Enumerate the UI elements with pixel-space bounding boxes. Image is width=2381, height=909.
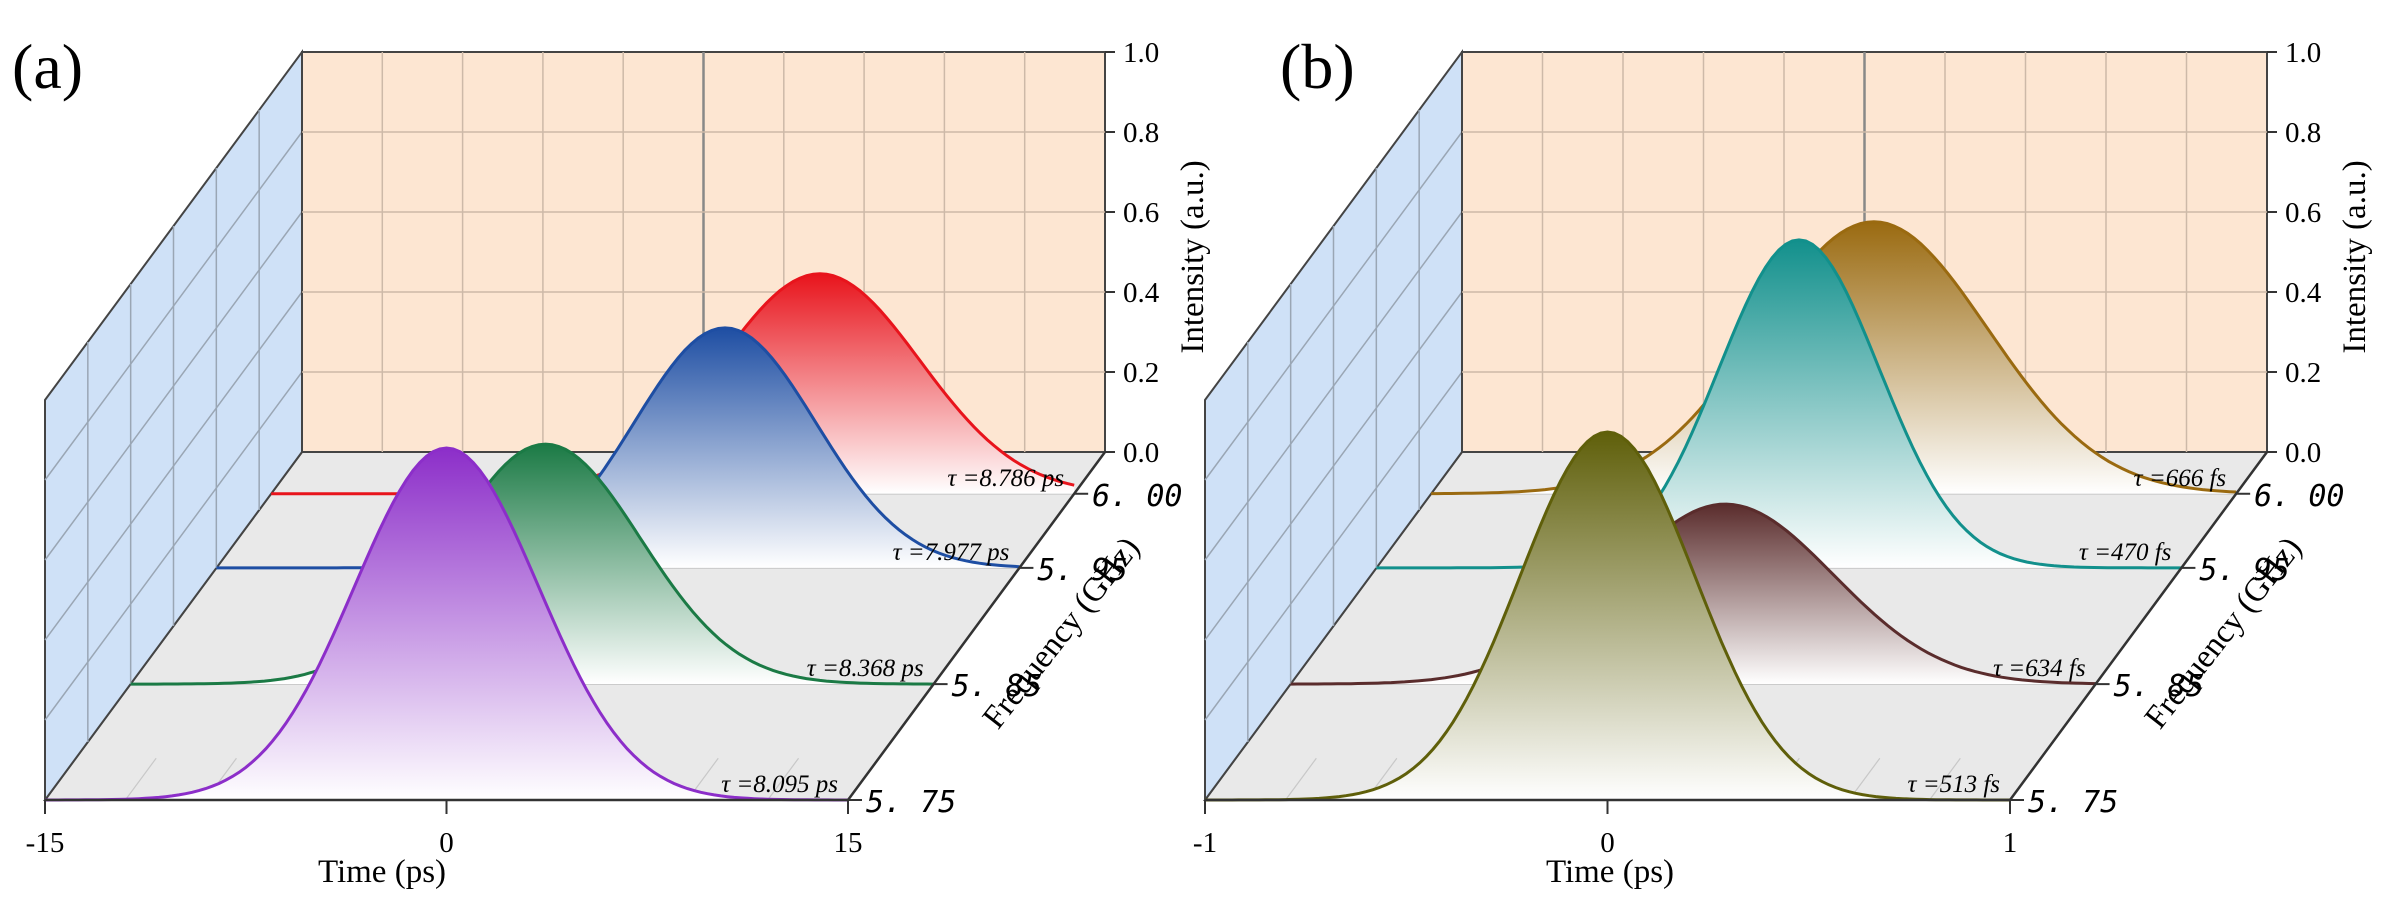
pulse-fill	[1376, 239, 2182, 568]
floor-grid-line	[1285, 757, 1317, 801]
wall-grid-line	[1204, 371, 1463, 721]
y-tick-label: 0.2	[2285, 357, 2321, 389]
x-tick-label: 0	[439, 827, 454, 859]
x-tick-label: -1	[1193, 827, 1217, 859]
pulse-curve	[130, 442, 934, 686]
x-axis-title: Time (ps)	[318, 854, 446, 890]
z-tick-label: 6. 00	[1092, 479, 1182, 514]
z-tick-label: 5. 85	[2114, 669, 2204, 704]
wall-grid-line	[1204, 131, 1463, 481]
tau-label: τ =7.977 ps	[893, 539, 1010, 566]
y-tick-label: 0.0	[2285, 437, 2321, 469]
pulse-curve	[1290, 502, 2096, 686]
floor-grid-line	[1929, 757, 1961, 801]
pulse-curve	[45, 446, 848, 802]
tau-label: τ =634 fs	[1993, 655, 2086, 682]
panel-a: 0.0 0.2 0.4 0.6 0.8 1.0 Intensity (a.u.) τ =8.7…	[12, 31, 1211, 890]
pulse-curve	[216, 326, 1020, 570]
wall-grid-line	[44, 371, 303, 721]
y-tick-label: 0.4	[1123, 277, 1160, 309]
pulse-fill	[45, 448, 848, 800]
tau-label: τ =470 fs	[2079, 539, 2172, 566]
y-tick-label: 0.6	[2285, 197, 2321, 229]
z-axis-line	[2008, 451, 2269, 801]
wall-grid-line	[1204, 211, 1463, 561]
floor-grid-line	[124, 757, 157, 801]
panel-b: 0.0 0.2 0.4 0.6 0.8 1.0 Intensity (a.u.) τ =666…	[1193, 31, 2373, 890]
y-tick-label: 0.6	[1123, 197, 1159, 229]
pulse-fill	[1205, 432, 2010, 800]
pulse-fill	[216, 327, 1020, 568]
z-tick-label: 5. 75	[866, 785, 956, 820]
z-tick-label: 5. 85	[952, 669, 1042, 704]
floor-grid-line	[767, 757, 800, 801]
y-axis-title: Intensity (a.u.)	[2337, 160, 2373, 353]
tau-label: τ =666 fs	[2134, 465, 2227, 492]
z-tick-label: 5. 75	[2028, 785, 2118, 820]
y-tick-label: 0.8	[2285, 117, 2321, 149]
z-tick-label: 6. 00	[2254, 479, 2344, 514]
x-tick-label: 0	[1600, 827, 1615, 859]
x-tick-label: 15	[834, 827, 863, 859]
panel-label: (a)	[12, 31, 83, 102]
y-tick-label: 1.0	[2285, 37, 2321, 69]
tau-label: τ =513 fs	[1908, 771, 2001, 798]
wall-grid-line	[44, 291, 303, 641]
y-tick-label: 1.0	[1123, 37, 1159, 69]
x-tick-label: 1	[2003, 827, 2018, 859]
tau-label: τ =8.368 ps	[807, 655, 924, 682]
z-axis-line	[846, 451, 1107, 801]
x-tick-label: -15	[26, 827, 65, 859]
pulse-fill	[271, 273, 1075, 494]
x-axis-title: Time (ps)	[1546, 854, 1674, 890]
pulse-curve	[1376, 238, 2182, 570]
y-tick-label: 0.2	[1123, 357, 1159, 389]
y-tick-label: 0.0	[1123, 437, 1159, 469]
y-axis-title: Intensity (a.u.)	[1175, 160, 1211, 353]
y-tick-label: 0.8	[1123, 117, 1159, 149]
pulse-fill	[130, 444, 934, 685]
wall-grid-line	[1204, 291, 1463, 641]
z-tick-label: 5. 95	[2199, 553, 2289, 588]
pulse-curve	[1205, 430, 2010, 802]
wall-grid-line	[44, 211, 303, 561]
tau-label: τ =8.095 ps	[721, 771, 838, 798]
wall-grid-line	[44, 131, 303, 481]
y-tick-label: 0.4	[2285, 277, 2322, 309]
tau-label: τ =8.786 ps	[947, 465, 1064, 492]
z-tick-label: 5. 95	[1037, 553, 1127, 588]
panel-label: (b)	[1280, 31, 1355, 102]
